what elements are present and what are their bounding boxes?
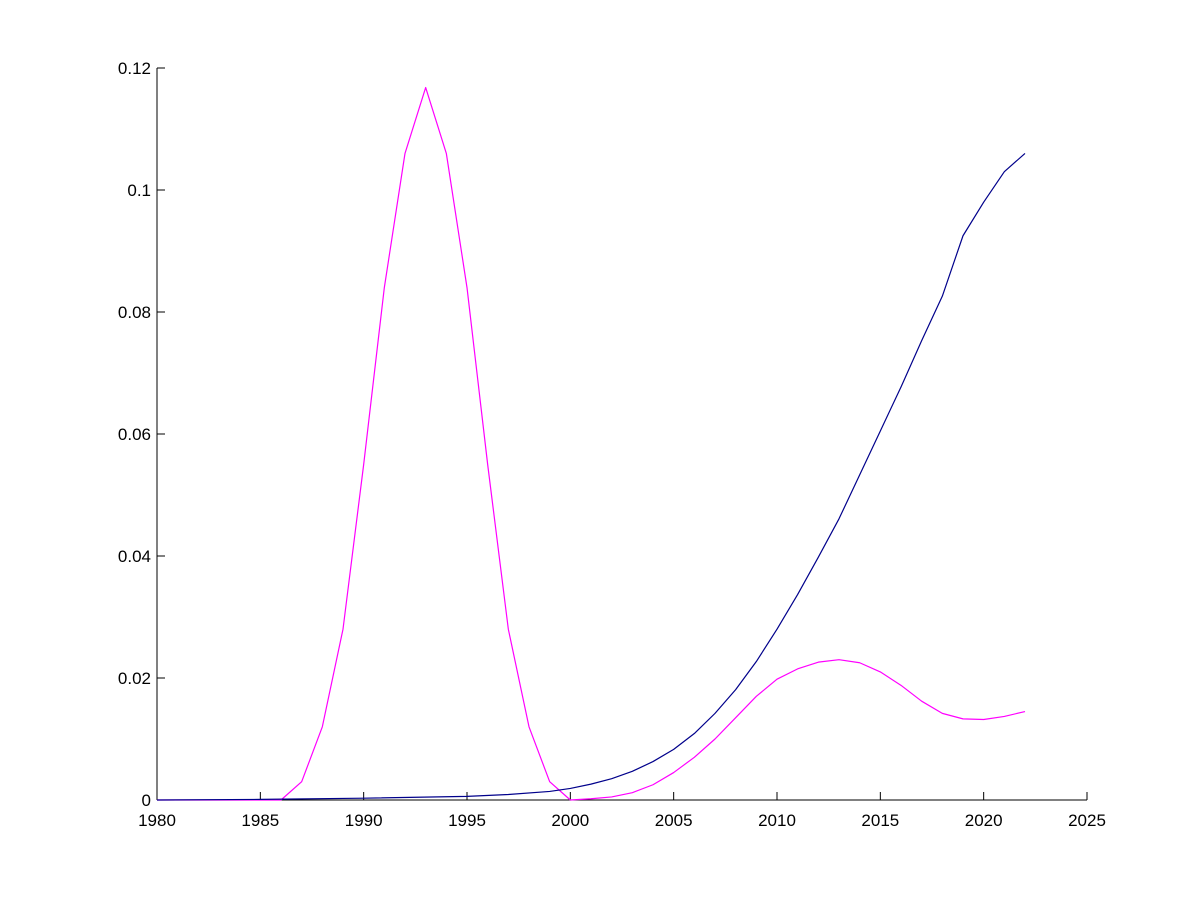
x-tick-label: 2020 [965,811,1003,830]
y-tick-label: 0.12 [118,59,151,78]
chart-axes: 1980 1985 1990 1995 2000 2005 2010 2015 2020 2025… [118,59,1106,830]
x-tick-label: 2025 [1068,811,1106,830]
x-tick-label: 1985 [241,811,279,830]
x-tick-label: 2010 [758,811,796,830]
x-tick-label: 2005 [655,811,693,830]
series-line-2 [570,659,1026,801]
y-tick-label: 0.02 [118,669,151,688]
series-line-3 [156,152,1026,801]
y-tick-label: 0.08 [118,303,151,322]
y-tick-label: 0.04 [118,547,151,566]
x-tick-label: 2015 [861,811,899,830]
x-tick-label: 1980 [138,811,176,830]
chart-series [156,86,1026,801]
x-tick-label: 2000 [551,811,589,830]
x-tick-label: 1995 [448,811,486,830]
x-tick-label: 1990 [345,811,383,830]
y-tick-label: 0.1 [127,181,151,200]
y-tick-label: 0.06 [118,425,151,444]
y-tick-label: 0 [142,791,151,810]
series-line-1 [157,86,571,801]
